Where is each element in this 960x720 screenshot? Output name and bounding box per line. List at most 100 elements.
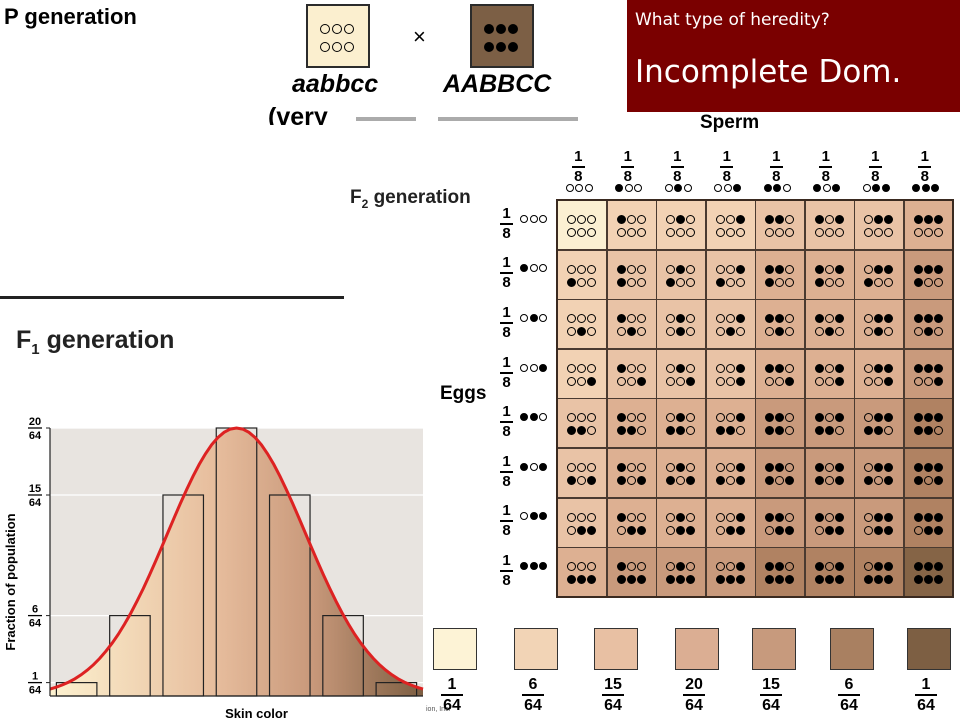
- dominant-allele-dot: [884, 413, 893, 423]
- sperm-alleles: [567, 264, 597, 275]
- dominant-allele-dot: [686, 575, 695, 585]
- egg-alleles: [814, 476, 845, 486]
- dominant-allele-dot: [931, 184, 940, 192]
- recessive-allele-dot: [735, 426, 745, 436]
- dominant-allele-dot: [529, 562, 538, 570]
- recessive-allele-dot: [636, 215, 646, 224]
- recessive-allele-dot: [824, 215, 834, 224]
- dominant-allele-dot: [933, 525, 943, 535]
- sperm-alleles: [814, 363, 845, 374]
- recessive-allele-dot: [834, 327, 844, 337]
- recessive-allele-dot: [725, 476, 735, 485]
- punnett-cell: [656, 200, 706, 251]
- egg-alleles: [567, 575, 597, 585]
- punnett-cell: [705, 249, 756, 300]
- phenotype-fraction: 6 64: [522, 676, 544, 714]
- recessive-allele-dot: [666, 413, 675, 423]
- punnett-cell: [557, 398, 607, 449]
- parent-dark-box: [470, 4, 534, 68]
- dominant-allele-dot: [834, 476, 844, 485]
- recessive-allele-dot: [785, 363, 794, 373]
- phenotype-fraction: 6 64: [838, 676, 860, 714]
- sperm-gamete-alleles: [565, 184, 595, 194]
- sperm-alleles: [567, 512, 597, 523]
- fraction-numerator: 6: [528, 676, 538, 693]
- egg-alleles: [567, 277, 597, 288]
- dominant-allele-dot: [484, 24, 494, 34]
- egg-alleles: [715, 476, 746, 486]
- dominant-allele-dot: [666, 426, 675, 436]
- egg-alleles: [765, 575, 795, 585]
- recessive-allele-dot: [567, 363, 576, 373]
- dominant-allele-dot: [616, 512, 626, 522]
- recessive-allele-dot: [686, 562, 695, 572]
- fraction-denominator: 8: [821, 168, 830, 185]
- recessive-allele-dot: [864, 228, 873, 237]
- recessive-allele-dot: [567, 562, 576, 572]
- egg-alleles: [913, 277, 944, 288]
- recessive-allele-dot: [626, 314, 636, 324]
- dominant-allele-dot: [666, 277, 675, 287]
- recessive-allele-dot: [814, 228, 824, 237]
- dominant-allele-dot: [884, 376, 893, 386]
- recessive-allele-dot: [636, 413, 646, 423]
- phenotype-swatch: [907, 628, 951, 670]
- egg-alleles: [814, 228, 845, 238]
- fraction-bar: [500, 470, 513, 473]
- dominant-allele-dot: [775, 413, 784, 423]
- recessive-allele-dot: [539, 314, 547, 322]
- dominant-allele-dot: [834, 562, 844, 572]
- dominant-allele-dot: [735, 463, 745, 472]
- dominant-allele-dot: [913, 363, 923, 373]
- dominant-allele-dot: [616, 426, 626, 436]
- recessive-allele-dot: [567, 314, 576, 324]
- recessive-allele-dot: [626, 215, 636, 224]
- y-tick-numerator: 1: [32, 671, 38, 683]
- dominant-allele-dot: [765, 575, 774, 585]
- dominant-allele-dot: [933, 264, 943, 274]
- dominant-allele-dot: [529, 314, 538, 322]
- fraction-denominator: 8: [502, 224, 511, 242]
- sperm-alleles: [814, 413, 845, 423]
- punnett-cell: [854, 249, 904, 300]
- recessive-allele-dot: [775, 476, 784, 485]
- egg-alleles: [616, 376, 647, 387]
- dominant-allele-dot: [775, 215, 784, 224]
- recessive-allele-dot: [666, 215, 675, 224]
- sperm-alleles: [913, 463, 944, 473]
- sperm-alleles: [913, 264, 944, 275]
- dominant-allele-dot: [874, 575, 883, 585]
- fraction-numerator: 6: [844, 676, 854, 693]
- egg-alleles: [715, 228, 746, 238]
- punnett-cell: [705, 497, 756, 548]
- phenotype-swatch: [830, 628, 874, 670]
- recessive-allele-dot: [775, 277, 784, 287]
- recessive-allele-dot: [567, 215, 576, 224]
- recessive-allele-dot: [587, 562, 596, 572]
- dominant-allele-dot: [735, 525, 745, 535]
- dominant-allele-dot: [923, 363, 933, 373]
- egg-alleles: [814, 376, 845, 387]
- sperm-alleles: [666, 463, 696, 473]
- recessive-allele-dot: [686, 463, 695, 472]
- dominant-allele-dot: [765, 363, 774, 373]
- recessive-allele-dot: [520, 314, 528, 322]
- dominant-allele-dot: [676, 463, 685, 472]
- recessive-allele-dot: [616, 327, 626, 337]
- punnett-cell: [557, 348, 607, 399]
- egg-alleles: [913, 376, 944, 387]
- dominant-allele-dot: [775, 426, 784, 436]
- dominant-allele-dot: [616, 363, 626, 373]
- dominant-allele-dot: [923, 525, 933, 535]
- recessive-allele-dot: [683, 184, 692, 192]
- sperm-alleles: [616, 314, 647, 324]
- dominant-allele-dot: [666, 575, 675, 585]
- fraction-denominator: 8: [772, 168, 781, 185]
- dominant-allele-dot: [715, 426, 725, 436]
- dominant-allele-dot: [587, 575, 596, 585]
- recessive-allele-dot: [725, 277, 735, 287]
- sperm-alleles: [913, 512, 944, 523]
